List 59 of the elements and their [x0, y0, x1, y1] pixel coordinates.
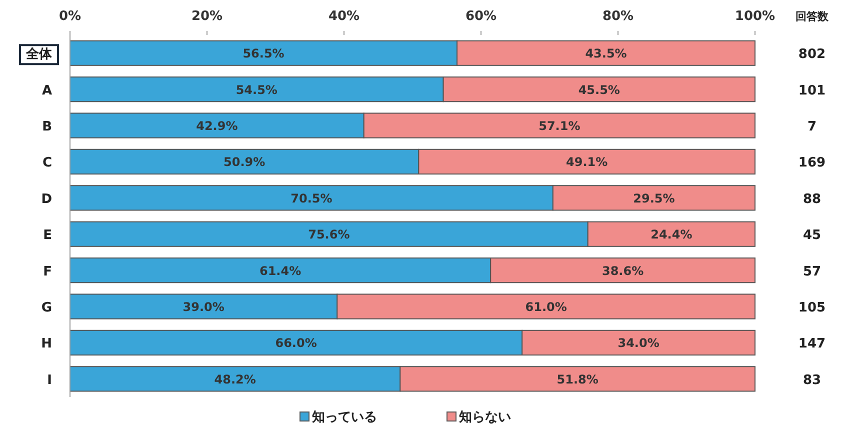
y2-tick-label: 7: [807, 120, 817, 134]
x-tick-label: 0%: [58, 9, 82, 24]
data-label: 56.5%: [242, 46, 284, 61]
y-tick-label: F: [43, 264, 52, 280]
x-tick-label: 80%: [602, 9, 634, 24]
data-label: 61.0%: [525, 300, 567, 314]
bar: [70, 221, 588, 247]
bar: [70, 366, 401, 392]
y2-tick-label: 147: [798, 336, 826, 352]
bar: [70, 330, 523, 356]
x-tick-label: 40%: [328, 9, 360, 24]
data-label: 24.4%: [650, 228, 692, 242]
legend-label: 知っている: [311, 410, 377, 425]
y2-tick-label: 88: [802, 192, 822, 207]
data-label: 38.6%: [602, 264, 644, 278]
y-tick-label: H: [41, 336, 52, 352]
data-label: 42.9%: [196, 119, 238, 133]
data-label: 75.6%: [308, 228, 350, 242]
bar: [70, 257, 492, 284]
data-label: 50.9%: [224, 155, 266, 170]
y-tick-label: I: [47, 372, 52, 388]
x-tick-label: 20%: [191, 9, 223, 24]
y-tick-label: C: [42, 156, 52, 171]
data-label: 70.5%: [290, 191, 332, 206]
x-tick-label: 60%: [465, 9, 497, 24]
y2-tick-label: 83: [802, 372, 822, 388]
y2-tick-label: 101: [798, 83, 826, 98]
data-label: 57.1%: [538, 119, 580, 133]
bar: [70, 76, 444, 102]
data-label: 66.0%: [275, 336, 317, 350]
x-tick-label: 100%: [734, 9, 776, 24]
bar: [70, 40, 458, 66]
y2-tick-label: 45: [802, 228, 822, 244]
bar: [70, 112, 364, 138]
y-tick-label: D: [41, 192, 52, 207]
bar: [70, 148, 420, 175]
y-tick-label: A: [42, 83, 52, 98]
y-tick-label: E: [43, 228, 52, 244]
data-label: 45.5%: [578, 82, 620, 97]
data-label: 51.8%: [556, 372, 598, 386]
data-label: 49.1%: [566, 155, 608, 170]
bar: [70, 185, 554, 211]
y-tick-label: 全体: [25, 47, 53, 62]
data-label: 29.5%: [633, 191, 675, 206]
data-label: 43.5%: [585, 46, 627, 61]
y2-tick-label: 105: [798, 300, 826, 316]
y2-tick-label: 169: [798, 156, 826, 171]
y2-tick-label: 57: [802, 264, 822, 280]
data-label: 39.0%: [182, 300, 224, 314]
y2-tick-label: 802: [798, 47, 826, 62]
data-label: 34.0%: [618, 336, 660, 350]
data-label: 48.2%: [214, 372, 256, 386]
data-label: 61.4%: [259, 264, 302, 278]
legend-label: 知らない: [458, 410, 511, 425]
y-tick-label: G: [41, 300, 52, 316]
y-tick-label: B: [42, 120, 52, 134]
bar: [70, 294, 338, 320]
text: 回答数: [796, 10, 830, 23]
data-label: 54.5%: [236, 82, 278, 97]
